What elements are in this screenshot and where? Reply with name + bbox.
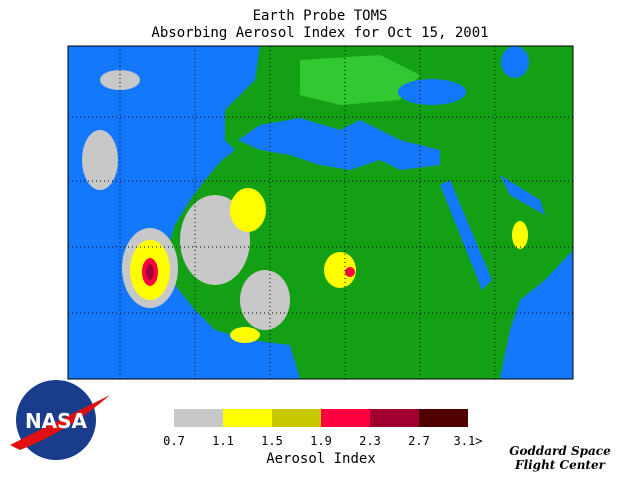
persian-gulf [500,175,545,215]
nasa-logo: NASA [10,380,110,460]
legend-swatch [272,409,321,427]
caspian-sea [501,46,529,78]
legend-tick-label: 0.7 [163,434,185,448]
legend-swatch [419,409,468,427]
aerosol-yellow [512,221,528,249]
aerosol-red [345,267,355,277]
aerosol-yellow [230,327,260,343]
land-light [300,55,420,105]
aerosol-yellow [230,188,266,232]
legend-tick-label: 1.5 [261,434,283,448]
legend-tick-label: 2.3 [359,434,381,448]
map-frame [67,45,574,380]
title: Earth Probe TOMS [253,8,388,24]
red-sea [440,180,492,290]
aerosol-gray [100,70,140,90]
aerosol-gray [240,270,290,330]
logo-swoosh [10,395,110,450]
legend-tick-label: 2.7 [408,434,430,448]
credit-line: Flight Center [514,458,607,472]
subtitle: Absorbing Aerosol Index for Oct 15, 2001 [151,25,488,41]
legend-tick-label: 1.9 [310,434,332,448]
logo-text: NASA [25,409,88,433]
legend-swatch [370,409,419,427]
aerosol-gray [82,130,118,190]
map [67,45,574,380]
black-sea [398,79,466,105]
legend-swatch [174,409,223,427]
legend-swatch [223,409,272,427]
graticule [68,46,573,379]
mediterranean [238,118,440,170]
legend: Aerosol Index 0.7 1.1 1.5 1.9 2.3 2.7 3.1> [163,409,482,467]
aerosol-areas [82,70,528,343]
aerosol-darkred [146,264,154,280]
legend-tick-label: 1.1 [212,434,234,448]
legend-tick-label: 3.1> [454,434,483,448]
legend-label: Aerosol Index [266,451,376,467]
aerosol-yellow [324,252,356,288]
credit-line: Goddard Space [509,444,611,458]
legend-swatch [321,409,370,427]
